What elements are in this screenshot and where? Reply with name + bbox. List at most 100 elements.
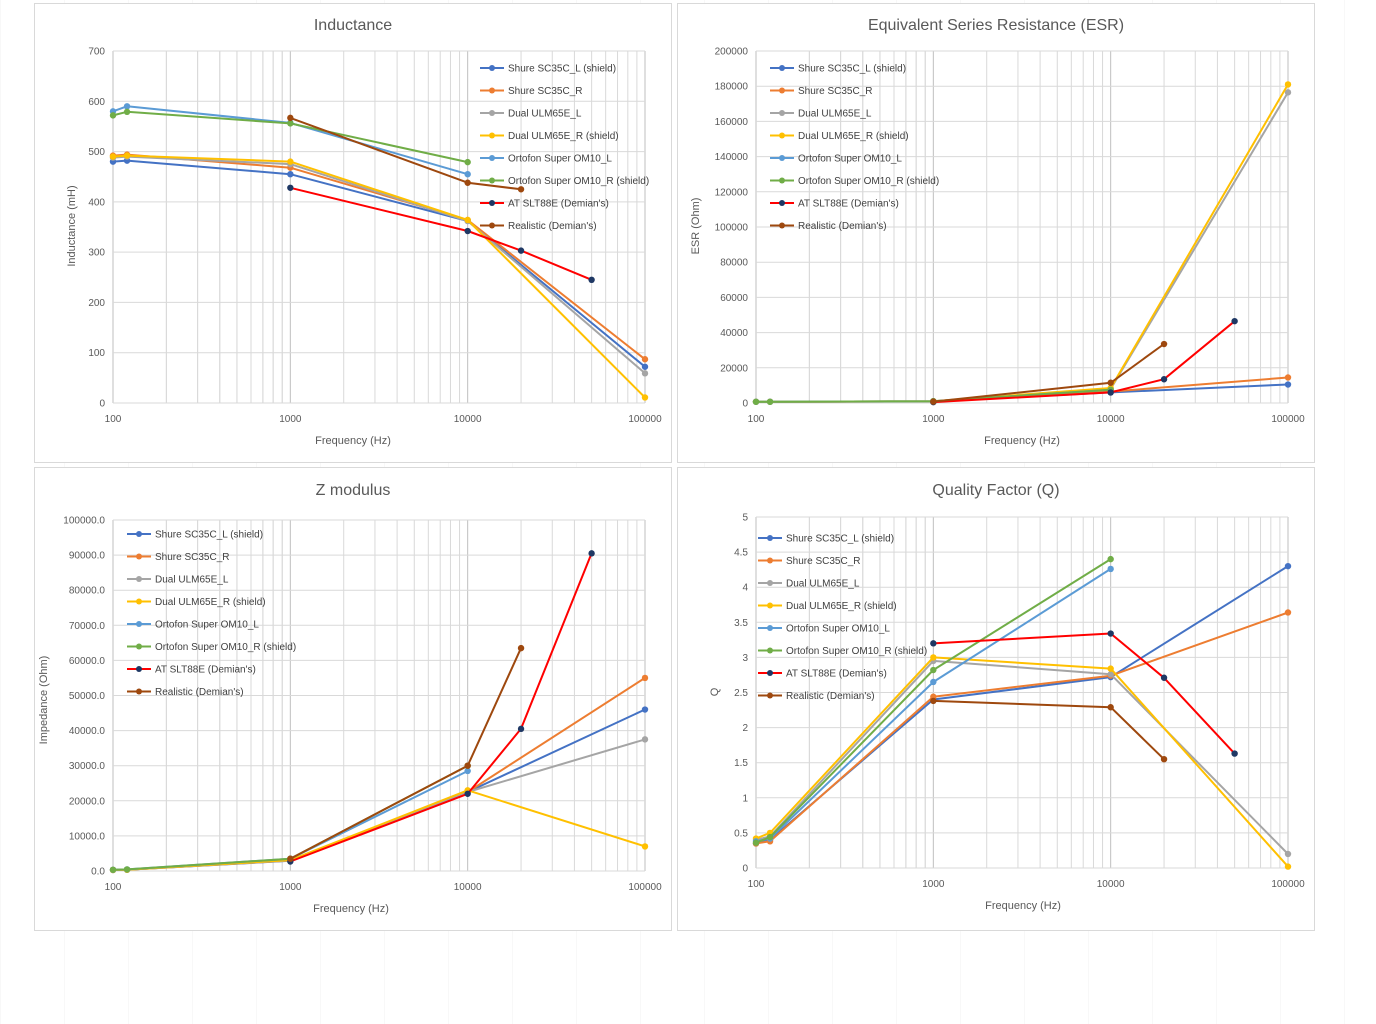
- series-realistic-demian-s[interactable]: [930, 340, 1168, 405]
- legend: Shure SC35C_L (shield) Shure SC35C_R Dual …: [480, 64, 649, 232]
- series-line: [933, 320, 1236, 404]
- series-at-slt88e-demian-s[interactable]: [287, 550, 595, 865]
- legend-item[interactable]: Ortofon Super OM10_L: [480, 154, 612, 165]
- legend-label: Shure SC35C_R: [508, 86, 582, 97]
- legend-label: Dual ULM65E_R (shield): [508, 131, 619, 142]
- legend-item[interactable]: Dual ULM65E_R (shield): [480, 131, 619, 142]
- legend-item[interactable]: Dual ULM65E_R (shield): [758, 601, 897, 612]
- legend-item[interactable]: Shure SC35C_L (shield): [480, 64, 616, 75]
- y-tick-label: 10000.0: [69, 831, 106, 842]
- data-point: [930, 654, 937, 661]
- legend-item[interactable]: Realistic (Demian's): [480, 221, 597, 232]
- y-tick-label: 20000.0: [69, 796, 106, 807]
- legend-label: Shure SC35C_L (shield): [508, 64, 616, 75]
- legend-item[interactable]: Ortofon Super OM10_R (shield): [127, 642, 296, 653]
- legend-item[interactable]: AT SLT88E (Demian's): [770, 199, 899, 210]
- y-tick-label: 300: [88, 248, 105, 259]
- x-tick-label: 100: [748, 879, 765, 890]
- data-point: [930, 697, 937, 705]
- x-tick-label: 100000: [628, 882, 662, 893]
- series-shure-sc35c-l-shield[interactable]: [109, 706, 649, 874]
- legend-item[interactable]: Ortofon Super OM10_R (shield): [480, 176, 649, 187]
- y-tick-label: 120000: [715, 187, 749, 198]
- data-point: [641, 363, 649, 370]
- series-line: [933, 632, 1236, 755]
- legend-item[interactable]: Realistic (Demian's): [127, 687, 244, 698]
- series-dual-ulm65e-l[interactable]: [109, 736, 649, 874]
- legend-item[interactable]: Shure SC35C_R: [758, 556, 860, 567]
- data-point: [287, 114, 294, 122]
- series-dual-ulm65e-r-shield[interactable]: [752, 81, 1292, 405]
- series-dual-ulm65e-r-shield[interactable]: [109, 787, 649, 874]
- x-axis-label: Frequency (Hz): [313, 903, 389, 915]
- series-realistic-demian-s[interactable]: [287, 644, 525, 862]
- series-dual-ulm65e-r-shield[interactable]: [109, 152, 649, 401]
- y-tick-label: 0.5: [734, 828, 748, 839]
- series-line: [290, 186, 592, 281]
- y-tick-label: 700: [88, 47, 105, 58]
- series-shure-sc35c-r[interactable]: [752, 374, 1292, 405]
- data-point: [930, 398, 937, 405]
- legend-item[interactable]: Dual ULM65E_L: [770, 109, 872, 120]
- legend-item[interactable]: Dual ULM65E_R (shield): [127, 597, 266, 608]
- series-ortofon-super-om10-r-shield[interactable]: [752, 555, 1114, 846]
- data-point: [930, 666, 937, 674]
- y-tick-label: 70000.0: [69, 621, 106, 632]
- y-axis-label: Inductance (mH): [66, 185, 78, 266]
- chart-title: Inductance: [314, 17, 392, 34]
- legend-item[interactable]: Dual ULM65E_L: [758, 579, 860, 590]
- legend-item[interactable]: Ortofon Super OM10_L: [127, 620, 259, 631]
- legend-item[interactable]: Ortofon Super OM10_L: [758, 624, 890, 635]
- x-axis-label: Frequency (Hz): [985, 900, 1061, 912]
- legend-item[interactable]: Ortofon Super OM10_L: [770, 154, 902, 165]
- data-point: [641, 706, 649, 713]
- legend-item[interactable]: Dual ULM65E_L: [127, 575, 229, 586]
- legend-item[interactable]: Dual ULM65E_R (shield): [770, 131, 909, 142]
- series-shure-sc35c-r[interactable]: [109, 674, 649, 874]
- y-tick-label: 50000.0: [69, 691, 106, 702]
- y-tick-label: 100000.0: [63, 516, 105, 527]
- y-tick-label: 60000: [720, 293, 748, 304]
- legend-label: Ortofon Super OM10_R (shield): [786, 646, 927, 657]
- series-shure-sc35c-l-shield[interactable]: [109, 157, 649, 370]
- series-realistic-demian-s[interactable]: [930, 697, 1168, 763]
- data-point: [109, 866, 117, 873]
- data-point: [1284, 374, 1292, 381]
- legend-item[interactable]: Realistic (Demian's): [758, 691, 875, 702]
- legend-item[interactable]: Shure SC35C_L (shield): [770, 64, 906, 75]
- series-at-slt88e-demian-s[interactable]: [930, 630, 1238, 757]
- legend-item[interactable]: Shure SC35C_R: [770, 86, 872, 97]
- data-point: [1284, 562, 1292, 570]
- legend-item[interactable]: Shure SC35C_L (shield): [127, 530, 263, 541]
- legend-item[interactable]: AT SLT88E (Demian's): [127, 665, 256, 676]
- inductance-chart[interactable]: 0 100 200 300 400 500 600 700 100 1000 10000 100000…: [34, 3, 672, 463]
- legend-item[interactable]: Dual ULM65E_L: [480, 109, 582, 120]
- data-point: [641, 370, 649, 377]
- y-tick-label: 20000: [720, 363, 748, 374]
- chart-svg: 0 20000 40000 60000 80000 100000 120000 140000 1…: [690, 17, 1305, 447]
- legend-item[interactable]: Shure SC35C_R: [127, 552, 229, 563]
- quality-factor-chart[interactable]: 0 0.5 1 1.5 2 2.5 3 3.5 4 4.5 5 100 1000 10000 100000 Q…: [677, 467, 1315, 931]
- data-point: [1284, 81, 1292, 88]
- data-point: [1107, 389, 1114, 396]
- series-ortofon-super-om10-r-shield[interactable]: [109, 108, 471, 166]
- legend-item[interactable]: AT SLT88E (Demian's): [480, 199, 609, 210]
- legend-item[interactable]: AT SLT88E (Demian's): [758, 669, 887, 680]
- legend-item[interactable]: Ortofon Super OM10_R (shield): [770, 176, 939, 187]
- esr-chart[interactable]: 0 20000 40000 60000 80000 100000 120000 140000 1…: [677, 3, 1315, 463]
- legend-item[interactable]: Shure SC35C_R: [480, 86, 582, 97]
- z-modulus-chart[interactable]: 0.0 10000.0 20000.0 30000.0 40000.0 50000.0 60…: [34, 467, 672, 931]
- series-line: [755, 659, 1289, 855]
- series-at-slt88e-demian-s[interactable]: [287, 184, 595, 283]
- legend-label: Realistic (Demian's): [786, 691, 875, 702]
- legend-item[interactable]: Realistic (Demian's): [770, 221, 887, 232]
- series-realistic-demian-s[interactable]: [287, 114, 525, 193]
- y-tick-label: 500: [88, 147, 105, 158]
- series-line: [112, 738, 646, 871]
- data-point: [517, 247, 525, 254]
- legend-item[interactable]: Ortofon Super OM10_R (shield): [758, 646, 927, 657]
- x-tick-label: 10000: [454, 414, 482, 425]
- x-tick-label: 100000: [1271, 414, 1305, 425]
- y-tick-label: 100000: [715, 223, 749, 234]
- legend-item[interactable]: Shure SC35C_L (shield): [758, 534, 894, 545]
